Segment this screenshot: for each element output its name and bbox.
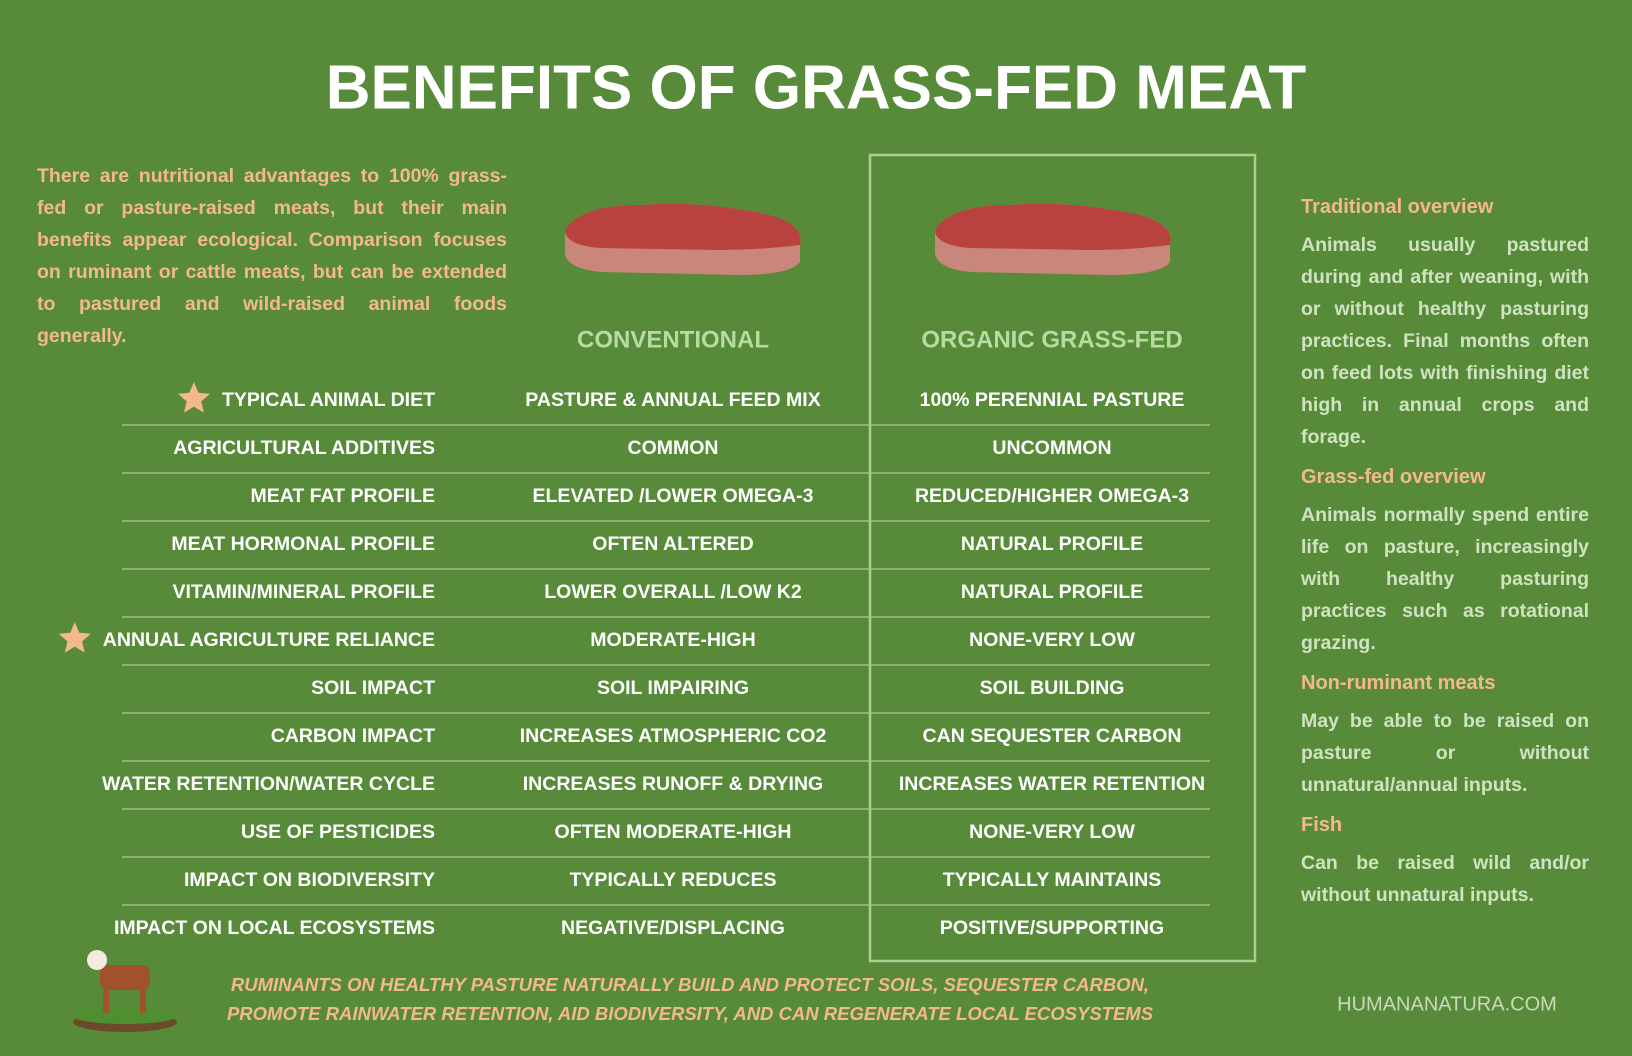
row-cell: CAN SEQUESTER CARBON <box>923 725 1182 747</box>
row-label: VITAMIN/MINERAL PROFILE <box>172 581 435 603</box>
row-cell: LOWER OVERALL /LOW K2 <box>544 581 802 603</box>
row-cell: SOIL BUILDING <box>980 677 1125 699</box>
highlight-box <box>868 153 1257 963</box>
steak-icon <box>935 203 1171 275</box>
row-label: IMPACT ON BIODIVERSITY <box>184 869 435 891</box>
row-cell: NATURAL PROFILE <box>961 581 1143 603</box>
row-cell: TYPICALLY REDUCES <box>570 869 777 891</box>
row-label: WATER RETENTION/WATER CYCLE <box>102 773 435 795</box>
row-cell: OFTEN ALTERED <box>592 533 753 555</box>
intro-text: There are nutritional advantages to 100%… <box>37 165 507 347</box>
row-label: MEAT FAT PROFILE <box>250 485 435 507</box>
sidebar-text: May be able to be raised on pasture or w… <box>1301 710 1589 796</box>
row-cell: 100% PERENNIAL PASTURE <box>920 389 1185 411</box>
sidebar-text: Can be raised wild and/or without unnatu… <box>1301 852 1589 906</box>
row-cell: NONE-VERY LOW <box>969 821 1135 843</box>
row-cell: COMMON <box>628 437 719 459</box>
row-cell: POSITIVE/SUPPORTING <box>940 917 1164 939</box>
row-cell: NONE-VERY LOW <box>969 629 1135 651</box>
steak-icon <box>565 203 801 275</box>
column-header: CONVENTIONAL <box>577 326 769 353</box>
row-cell: REDUCED/HIGHER OMEGA-3 <box>915 485 1189 507</box>
row-label: TYPICAL ANIMAL DIET <box>222 389 435 411</box>
row-cell: OFTEN MODERATE-HIGH <box>555 821 792 843</box>
footer-note: RUMINANTS ON HEALTHY PASTURE NATURALLY B… <box>231 974 1149 995</box>
footer-note: PROMOTE RAINWATER RETENTION, AID BIODIVE… <box>227 1003 1154 1024</box>
cow-icon <box>73 950 177 1032</box>
source: HUMANANATURA.COM <box>1337 993 1557 1015</box>
row-cell: MODERATE-HIGH <box>590 629 755 651</box>
row-label: CARBON IMPACT <box>271 725 435 747</box>
row-label: IMPACT ON LOCAL ECOSYSTEMS <box>114 917 435 939</box>
row-cell: INCREASES ATMOSPHERIC CO2 <box>520 725 827 747</box>
star-icon <box>177 382 211 413</box>
sidebar-heading: Traditional overview <box>1301 196 1494 218</box>
row-cell: NEGATIVE/DISPLACING <box>561 917 785 939</box>
row-cell: SOIL IMPAIRING <box>597 677 749 699</box>
row-cell: PASTURE & ANNUAL FEED MIX <box>525 389 820 411</box>
sidebar-text: Animals normally spend entire life on pa… <box>1301 504 1589 654</box>
row-cell: NATURAL PROFILE <box>961 533 1143 555</box>
sidebar-text: Animals usually pastured during and afte… <box>1301 234 1589 448</box>
column-header: ORGANIC GRASS-FED <box>921 326 1182 353</box>
sidebar-heading: Grass-fed overview <box>1301 466 1486 488</box>
row-label: USE OF PESTICIDES <box>241 821 435 843</box>
title: BENEFITS OF GRASS-FED MEAT <box>326 53 1307 122</box>
sidebar: Traditional overview Animals usually past… <box>1301 193 1589 921</box>
row-cell: INCREASES WATER RETENTION <box>899 773 1205 795</box>
row-cell: INCREASES RUNOFF & DRYING <box>523 773 823 795</box>
row-cell: TYPICALLY MAINTAINS <box>943 869 1162 891</box>
row-label: MEAT HORMONAL PROFILE <box>171 533 435 555</box>
sidebar-heading: Fish <box>1301 814 1343 836</box>
sidebar-heading: Non-ruminant meats <box>1301 672 1496 694</box>
row-label: AGRICULTURAL ADDITIVES <box>173 437 435 459</box>
row-cell: UNCOMMON <box>992 437 1111 459</box>
star-icon <box>58 622 91 653</box>
row-label: ANNUAL AGRICULTURE RELIANCE <box>103 629 435 651</box>
row-cell: ELEVATED /LOWER OMEGA-3 <box>533 485 814 507</box>
row-label: SOIL IMPACT <box>311 677 435 699</box>
